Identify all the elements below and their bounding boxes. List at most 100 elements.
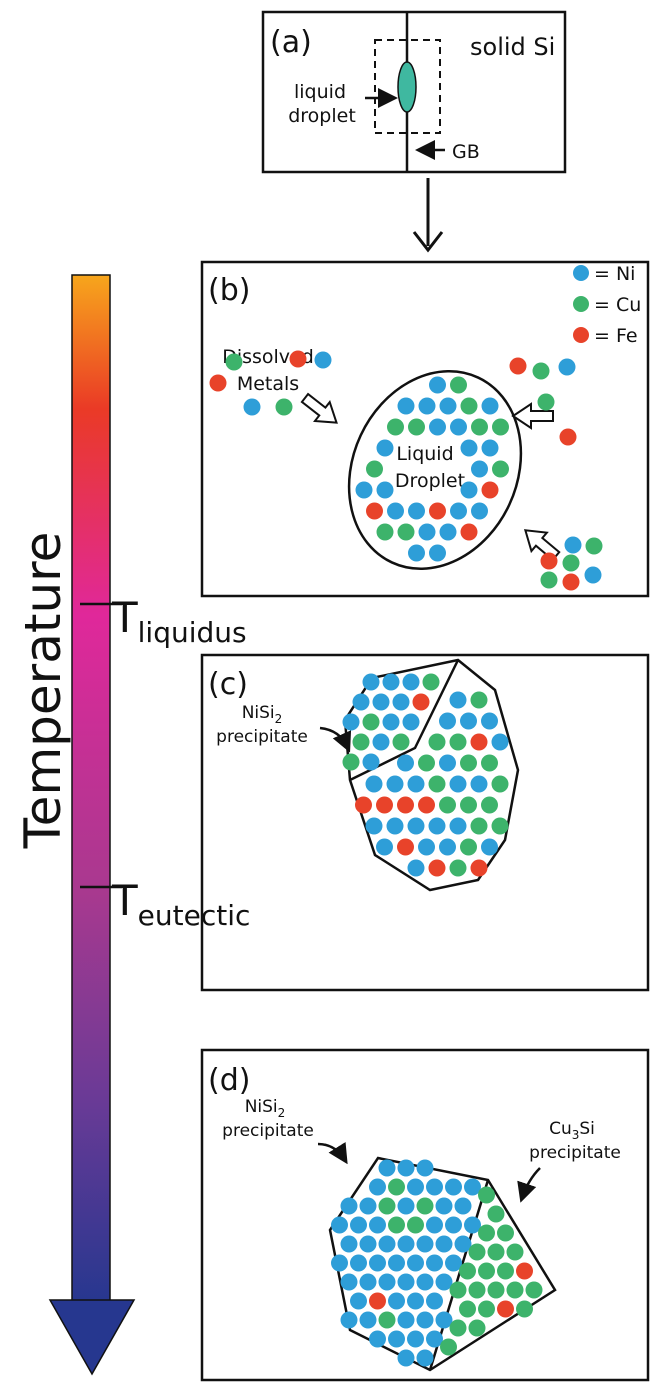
t-sub: eutectic: [138, 899, 251, 932]
atom: [369, 1217, 386, 1234]
atom: [559, 359, 576, 376]
atom: [388, 1255, 405, 1272]
atom: [331, 1255, 348, 1272]
atom: [360, 1198, 377, 1215]
atom: [353, 694, 370, 711]
atom: [459, 1263, 476, 1280]
atom: [460, 755, 477, 772]
atom: [403, 714, 420, 731]
atom: [417, 1312, 434, 1329]
atom: [488, 1282, 505, 1299]
atom: [398, 1236, 415, 1253]
droplet-label: droplet: [288, 105, 356, 127]
atom: [379, 1312, 396, 1329]
atom: [423, 674, 440, 691]
atom: [413, 694, 430, 711]
atom: [398, 1274, 415, 1291]
atom: [586, 538, 603, 555]
atom: [429, 377, 446, 394]
atom: [471, 461, 488, 478]
atom: [450, 734, 467, 751]
t-sub: liquidus: [138, 616, 247, 649]
atom: [492, 818, 509, 835]
atom: [379, 1274, 396, 1291]
atom: [350, 1293, 367, 1310]
atom: [393, 694, 410, 711]
atom: [419, 398, 436, 415]
atom: [426, 1217, 443, 1234]
formula-sub: 2: [278, 1106, 286, 1120]
atom: [377, 440, 394, 457]
atom: [492, 461, 509, 478]
liquid-label: Droplet: [395, 470, 465, 492]
atom: [482, 482, 499, 499]
atom: [366, 776, 383, 793]
atom: [461, 482, 478, 499]
atom: [461, 524, 478, 541]
atom: [488, 1244, 505, 1261]
atom: [439, 839, 456, 856]
atom: [355, 797, 372, 814]
atom: [397, 839, 414, 856]
atom: [383, 714, 400, 731]
atom: [387, 419, 404, 436]
atom: [507, 1244, 524, 1261]
atom: [510, 358, 527, 375]
dissolved-label: Metals: [237, 373, 299, 395]
atom: [471, 860, 488, 877]
solid-si: solid Si: [470, 33, 555, 61]
atom: [388, 1331, 405, 1348]
atom: [497, 1225, 514, 1242]
atom: [538, 394, 555, 411]
panel-label: (d): [208, 1063, 250, 1098]
atom: [398, 1350, 415, 1367]
atom: [331, 1217, 348, 1234]
atom: [439, 713, 456, 730]
atom: [471, 734, 488, 751]
atom: [377, 524, 394, 541]
atom: [478, 1187, 495, 1204]
atom: [418, 839, 435, 856]
atom: [369, 1255, 386, 1272]
atom: [387, 818, 404, 835]
atom: [417, 1236, 434, 1253]
atom: [445, 1179, 462, 1196]
atom: [461, 440, 478, 457]
atom: [407, 1293, 424, 1310]
atom: [533, 363, 550, 380]
atom: [450, 776, 467, 793]
atom: [353, 734, 370, 751]
atom: [341, 1312, 358, 1329]
t-eutectic: Teutectic: [111, 876, 250, 932]
atom: [387, 776, 404, 793]
atom: [560, 429, 577, 446]
formula-sub: 3: [572, 1128, 580, 1142]
atom: [373, 694, 390, 711]
atom: [429, 419, 446, 436]
atom: [244, 399, 261, 416]
atom: [450, 1282, 467, 1299]
atom: [516, 1301, 533, 1318]
atom: [469, 1320, 486, 1337]
arrow: [320, 728, 348, 748]
atom: [350, 1217, 367, 1234]
atom: [418, 797, 435, 814]
atom: [408, 860, 425, 877]
atom: [471, 692, 488, 709]
atom: [455, 1198, 472, 1215]
atom: [481, 839, 498, 856]
atom: [417, 1274, 434, 1291]
atom: [439, 797, 456, 814]
panel-label: (a): [270, 25, 312, 60]
atom: [407, 1255, 424, 1272]
atom: [363, 714, 380, 731]
atom: [408, 545, 425, 562]
liquid-label: Liquid: [396, 443, 453, 465]
legend-dot: [573, 296, 589, 312]
atom: [541, 572, 558, 589]
atom: [369, 1331, 386, 1348]
atom: [445, 1217, 462, 1234]
atom: [460, 839, 477, 856]
atom: [408, 503, 425, 520]
atom: [398, 398, 415, 415]
